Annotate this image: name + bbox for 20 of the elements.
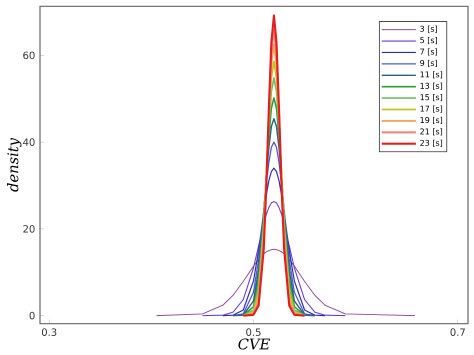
- legend-label: 23 [s]: [420, 140, 442, 147]
- legend-label: 15 [s]: [420, 94, 442, 102]
- x-tick-label: 0.3: [42, 328, 56, 336]
- x-axis-title: CVE: [238, 338, 270, 350]
- y-tick-label: 20: [23, 225, 35, 233]
- legend-label: 21 [s]: [420, 128, 442, 136]
- y-tick-label: 60: [23, 52, 35, 60]
- legend-label: 7 [s]: [420, 48, 437, 56]
- legend-label: 17 [s]: [420, 105, 442, 113]
- x-tick-label: 0.7: [450, 328, 465, 336]
- legend-label: 3 [s]: [420, 26, 437, 33]
- legend-label: 5 [s]: [420, 36, 437, 44]
- y-axis-title: density: [7, 138, 22, 192]
- legend-label: 9 [s]: [420, 60, 437, 67]
- y-tick-label: 0: [30, 312, 35, 320]
- legend-label: 11 [s]: [420, 71, 442, 78]
- y-tick-label: 40: [23, 138, 35, 146]
- legend-label: 13 [s]: [420, 82, 442, 90]
- x-tick-label: 0.5: [246, 328, 261, 336]
- legend-label: 19 [s]: [420, 116, 442, 124]
